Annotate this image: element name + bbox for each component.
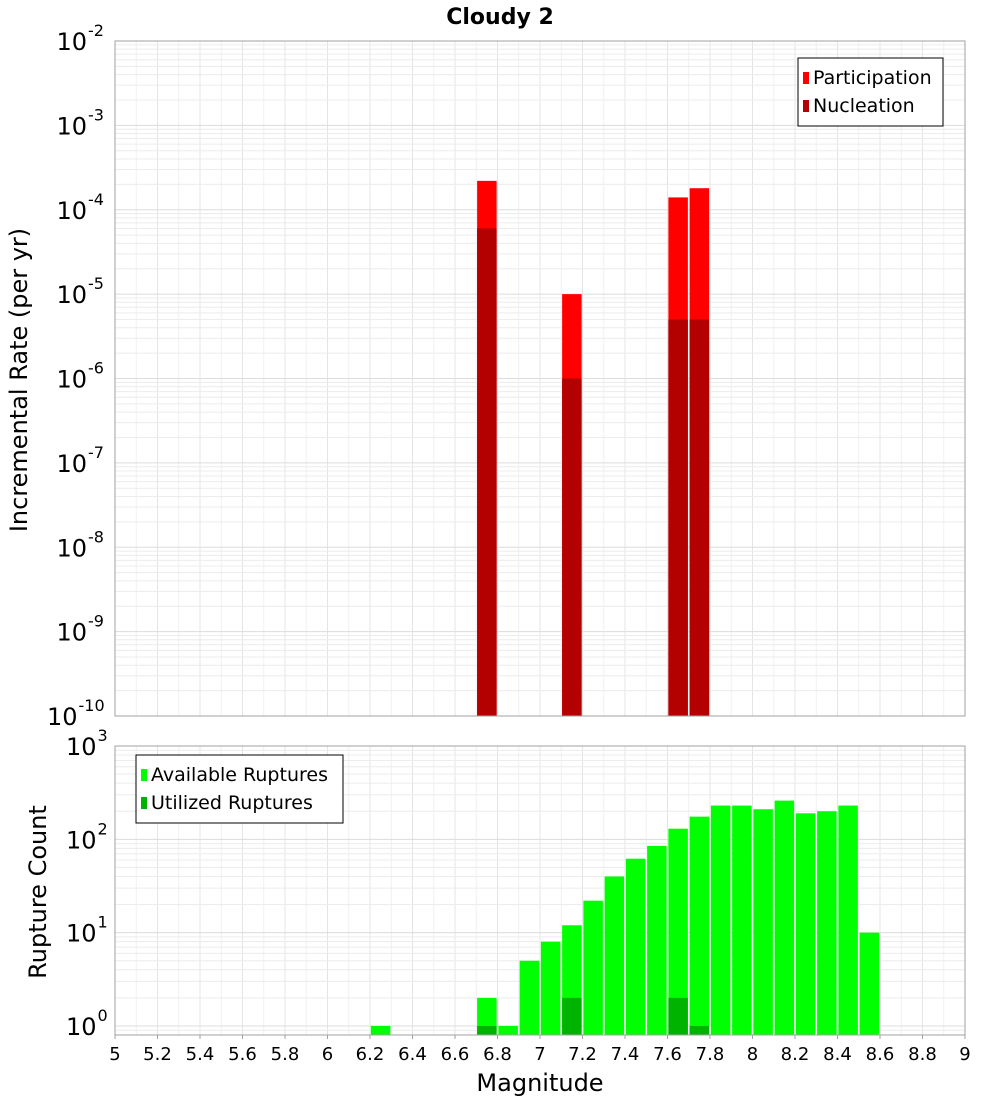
rate-series-1-bar-0 <box>477 228 497 716</box>
x-tick-label-18: 8.6 <box>866 1044 895 1065</box>
count-series-0-bar-19 <box>859 932 880 1035</box>
x-tick-label-7: 6.4 <box>398 1044 427 1065</box>
x-tick-label-9: 6.8 <box>483 1044 512 1065</box>
x-tick-label-0: 5 <box>109 1044 120 1065</box>
count-series-0-bar-7 <box>604 876 625 1035</box>
x-tick-label-20: 9 <box>959 1044 970 1065</box>
rate-plot-y-axis-label: Incremental Rate (per yr) <box>5 228 33 532</box>
count-series-0-bar-15 <box>774 800 795 1035</box>
count-plot-y-axis-label: Rupture Count <box>24 805 52 979</box>
x-tick-label-1: 5.2 <box>143 1044 172 1065</box>
count-series-0-bar-9 <box>647 845 667 1035</box>
count-plot-x-ticks: 5 5.2 5.4 5.6 5.8 6 6.2 6.4 6.6 6.8 7 7.2 7.4 7.6 7.8 8… <box>109 1035 971 1065</box>
rate-y-tick-exp-0: -10 <box>79 696 105 715</box>
count-series-0-bar-0 <box>370 1025 391 1035</box>
x-tick-label-5: 6 <box>322 1044 333 1065</box>
count-series-0-bar-4 <box>540 941 561 1035</box>
count-series-1-bar-0 <box>477 1025 497 1035</box>
rate-y-tick-exp-6: -4 <box>88 190 104 209</box>
rate-y-tick-exp-4: -6 <box>88 359 104 378</box>
count-legend-swatch-0 <box>141 769 147 781</box>
rate-y-tick-label-0: 10 <box>47 703 78 731</box>
count-series-0-bar-1 <box>477 997 497 1035</box>
rate-y-tick-label-2: 10 <box>56 534 87 562</box>
rate-y-tick-exp-1: -9 <box>88 612 104 631</box>
count-series-0-bar-3 <box>519 960 540 1035</box>
rate-y-tick-label-5: 10 <box>56 281 87 309</box>
rate-legend-label-0: Participation <box>813 67 932 89</box>
count-legend-label-1: Utilized Ruptures <box>151 792 313 814</box>
rate-y-tick-label-4: 10 <box>56 366 87 394</box>
rate-y-tick-exp-2: -8 <box>88 527 104 546</box>
chart-title: Cloudy 2 <box>446 5 554 30</box>
count-y-tick-label-0: 10 <box>66 1013 97 1041</box>
rate-series-1-bar-3 <box>689 319 710 716</box>
count-series-0-bar-12 <box>710 805 731 1035</box>
rate-legend-swatch-0 <box>803 72 809 84</box>
rate-plot-bars <box>114 40 966 717</box>
x-tick-label-16: 8.2 <box>781 1044 810 1065</box>
x-tick-label-13: 7.6 <box>653 1044 682 1065</box>
count-y-tick-label-2: 10 <box>66 826 97 854</box>
x-tick-label-10: 7 <box>534 1044 545 1065</box>
x-tick-label-11: 7.2 <box>568 1044 597 1065</box>
x-tick-label-3: 5.6 <box>228 1044 257 1065</box>
x-tick-label-6: 6.2 <box>356 1044 385 1065</box>
rate-plot-legend: Participation Nucleation <box>797 57 944 127</box>
rate-y-tick-label-8: 10 <box>56 28 87 56</box>
count-series-1-bar-1 <box>562 997 582 1035</box>
rate-legend-label-1: Nucleation <box>813 95 915 117</box>
rate-y-tick-exp-5: -5 <box>88 274 104 293</box>
count-series-0-bar-13 <box>732 805 752 1035</box>
x-tick-label-2: 5.4 <box>186 1044 215 1065</box>
count-series-0-bar-17 <box>817 811 837 1035</box>
x-tick-label-15: 8 <box>747 1044 758 1065</box>
count-y-tick-label-3: 10 <box>66 733 97 761</box>
count-series-1-bar-2 <box>668 997 688 1035</box>
count-series-0-bar-18 <box>838 805 858 1035</box>
rate-legend-swatch-1 <box>803 100 809 112</box>
rate-y-tick-exp-7: -3 <box>88 105 104 124</box>
count-y-tick-exp-2: 2 <box>98 819 108 838</box>
rate-y-tick-label-3: 10 <box>56 450 87 478</box>
rate-y-tick-label-6: 10 <box>56 197 87 225</box>
count-plot-legend: Available Ruptures Utilized Ruptures <box>135 754 344 824</box>
x-tick-label-17: 8.4 <box>823 1044 852 1065</box>
count-series-0-bar-10 <box>668 828 688 1035</box>
rate-y-tick-label-7: 10 <box>56 112 87 140</box>
x-tick-label-14: 7.8 <box>696 1044 725 1065</box>
x-tick-label-4: 5.8 <box>271 1044 300 1065</box>
rate-series-1-bar-1 <box>562 378 582 716</box>
count-series-0-bar-6 <box>583 900 603 1035</box>
x-tick-label-8: 6.6 <box>441 1044 470 1065</box>
rate-y-tick-label-1: 10 <box>56 619 87 647</box>
x-axis-label: Magnitude <box>476 1069 603 1097</box>
count-series-0-bar-8 <box>625 858 646 1035</box>
rate-plot-grid <box>114 40 966 717</box>
count-series-0-bar-2 <box>498 1025 518 1035</box>
rate-series-1-bar-2 <box>668 319 688 716</box>
rate-y-tick-exp-8: -2 <box>88 21 104 40</box>
count-y-tick-exp-0: 0 <box>98 1006 108 1025</box>
count-series-0-bar-14 <box>753 809 773 1035</box>
count-legend-label-0: Available Ruptures <box>151 764 328 786</box>
count-y-tick-exp-3: 3 <box>98 726 108 745</box>
x-tick-label-19: 8.8 <box>908 1044 937 1065</box>
count-y-tick-label-1: 10 <box>66 920 97 948</box>
count-series-0-bar-11 <box>689 816 710 1035</box>
count-series-1-bar-3 <box>689 1025 710 1035</box>
count-series-0-bar-16 <box>795 813 816 1035</box>
count-y-tick-exp-1: 1 <box>98 913 108 932</box>
x-tick-label-12: 7.4 <box>611 1044 640 1065</box>
count-legend-swatch-1 <box>141 797 147 809</box>
rate-y-tick-exp-3: -7 <box>88 443 104 462</box>
